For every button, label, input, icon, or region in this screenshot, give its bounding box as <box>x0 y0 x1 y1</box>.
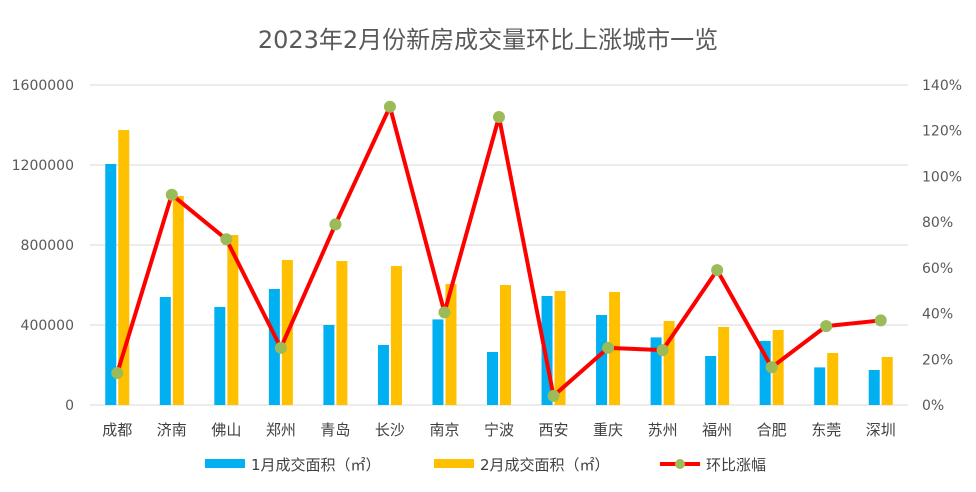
category-label: 长沙 <box>375 421 405 439</box>
growth-point <box>874 314 887 327</box>
left-tick-label: 400000 <box>21 318 74 334</box>
right-tick-label: 80% <box>922 215 953 231</box>
growth-point <box>111 367 124 379</box>
bar-feb <box>336 261 348 405</box>
right-tick-label: 40% <box>922 307 953 323</box>
bar-jan <box>650 337 662 405</box>
legend-swatch-feb <box>434 459 474 468</box>
growth-point <box>820 320 833 333</box>
right-axis-ticks: 0% 20% 40% 60% 80% 100% 120% 140% <box>922 78 962 414</box>
right-tick-label: 120% <box>922 124 962 140</box>
category-label: 南京 <box>429 421 459 439</box>
right-tick-label: 140% <box>922 78 962 94</box>
category-label: 宁波 <box>484 421 514 439</box>
growth-point <box>493 111 505 123</box>
left-tick-label: 800000 <box>21 238 74 254</box>
left-tick-label: 1600000 <box>12 78 74 94</box>
growth-point <box>274 341 287 354</box>
bar-feb <box>827 353 839 405</box>
growth-point <box>165 188 178 201</box>
bar-jan <box>868 370 880 405</box>
chart-title: 2023年2月份新房成交量环比上涨城市一览 <box>258 26 718 54</box>
category-label: 西安 <box>539 421 569 439</box>
growth-line <box>111 100 887 402</box>
legend: 1月成交面积（㎡） 2月成交面积（㎡） 环比涨幅 <box>205 456 766 474</box>
legend-swatch-jan <box>205 459 245 468</box>
left-tick-label: 1200000 <box>12 158 74 174</box>
legend-label-feb: 2月成交面积（㎡） <box>480 456 610 474</box>
category-label: 成都 <box>102 421 132 439</box>
growth-point <box>220 233 233 246</box>
left-tick-label: 0 <box>65 398 74 414</box>
bar-feb <box>772 330 784 405</box>
growth-point <box>329 218 342 231</box>
right-tick-label: 60% <box>922 261 953 277</box>
growth-point <box>547 389 560 402</box>
bar-jan <box>159 297 171 405</box>
growth-point <box>383 100 396 113</box>
category-labels: 成都 济南 佛山 郑州 青岛 长沙 南京 宁波 西安 重庆 苏州 福州 合肥 东莞 深圳 <box>102 421 895 439</box>
bar-feb <box>118 130 130 405</box>
growth-point <box>711 264 724 277</box>
right-tick-label: 20% <box>922 352 953 368</box>
category-label: 合肥 <box>757 421 787 439</box>
bar-jan <box>541 296 553 405</box>
growth-point <box>602 341 615 354</box>
bar-feb <box>172 196 184 405</box>
legend-label-growth: 环比涨幅 <box>706 456 766 474</box>
bar-jan <box>268 289 280 405</box>
bar-feb <box>227 235 239 405</box>
right-tick-label: 100% <box>922 169 962 185</box>
bar-jan <box>596 315 608 405</box>
category-label: 佛山 <box>211 421 241 439</box>
growth-point <box>656 344 669 357</box>
bar-feb <box>390 266 402 405</box>
bar-feb <box>445 284 457 405</box>
growth-point <box>438 306 451 319</box>
bar-feb <box>554 291 566 405</box>
legend-label-jan: 1月成交面积（㎡） <box>251 456 381 474</box>
bar-jan <box>814 367 826 405</box>
bar-jan <box>759 341 771 405</box>
bar-jan <box>105 164 117 405</box>
bars <box>105 130 893 405</box>
bar-jan <box>705 356 717 405</box>
bar-jan <box>487 352 498 405</box>
bar-jan <box>214 307 226 405</box>
bar-feb <box>500 285 511 405</box>
left-axis-ticks: 0 400000 800000 1200000 1600000 <box>12 78 74 414</box>
category-label: 重庆 <box>593 421 623 439</box>
growth-point <box>765 361 778 374</box>
bar-feb <box>881 357 893 405</box>
category-label: 济南 <box>157 421 187 439</box>
category-label: 郑州 <box>266 421 296 439</box>
category-label: 东莞 <box>811 421 841 439</box>
right-tick-label: 0% <box>922 398 944 414</box>
bar-feb <box>663 321 675 405</box>
category-label: 深圳 <box>866 421 896 439</box>
legend-line-marker <box>675 459 685 469</box>
bar-jan <box>432 319 444 405</box>
bar-jan <box>323 325 335 405</box>
bar-feb <box>718 327 730 405</box>
category-label: 青岛 <box>320 421 350 439</box>
category-label: 福州 <box>702 421 732 439</box>
bar-jan <box>377 345 389 405</box>
category-label: 苏州 <box>648 421 678 439</box>
